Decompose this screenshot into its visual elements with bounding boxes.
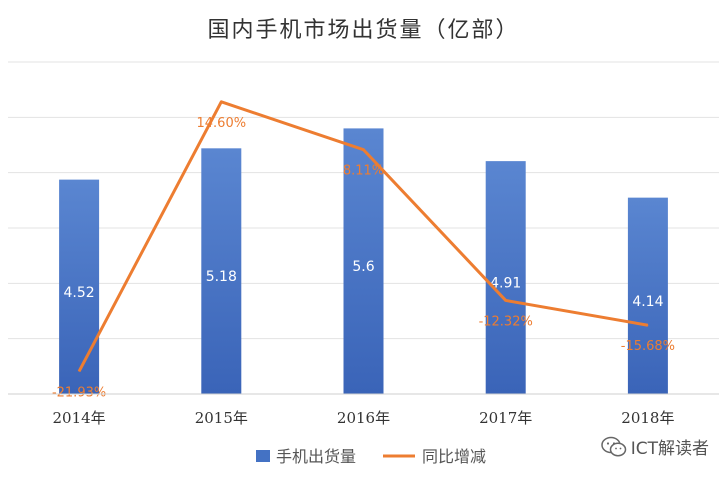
line-data-label: -21.93% bbox=[52, 385, 106, 400]
chart-title: 国内手机市场出货量（亿部） bbox=[207, 18, 520, 43]
line-data-label: -15.68% bbox=[621, 339, 675, 354]
line-point bbox=[220, 101, 222, 103]
bar-data-label: 4.52 bbox=[64, 285, 95, 301]
legend-swatch-bar bbox=[256, 450, 270, 462]
watermark: ICT解读者 bbox=[600, 434, 709, 459]
line-data-label: -12.32% bbox=[479, 314, 533, 329]
bar-data-label: 5.18 bbox=[206, 269, 237, 285]
line-point bbox=[363, 149, 364, 151]
line-point bbox=[647, 324, 649, 326]
bar-data-label: 4.14 bbox=[632, 294, 663, 310]
bar bbox=[627, 197, 668, 394]
bar bbox=[485, 161, 526, 394]
legend-label-bar: 手机出货量 bbox=[276, 447, 356, 466]
bar-data-label: 4.91 bbox=[490, 276, 521, 292]
wechat-icon bbox=[600, 436, 626, 456]
line-point bbox=[505, 299, 507, 301]
x-tick-label: 2015年 bbox=[195, 409, 248, 427]
x-tick-label: 2018年 bbox=[621, 409, 674, 427]
line-point bbox=[78, 370, 80, 372]
legend-label-line: 同比增减 bbox=[422, 447, 486, 466]
line-data-label: 8.11% bbox=[343, 164, 384, 179]
x-tick-label: 2017年 bbox=[479, 409, 532, 427]
bar bbox=[343, 128, 384, 394]
x-tick-label: 2014年 bbox=[53, 409, 106, 427]
watermark-text: ICT解读者 bbox=[630, 439, 709, 459]
bar bbox=[201, 148, 242, 394]
line-data-label: 14.60% bbox=[197, 116, 247, 131]
bar bbox=[59, 179, 100, 394]
x-tick-label: 2016年 bbox=[337, 409, 390, 427]
bar-data-label: 5.6 bbox=[352, 259, 374, 275]
